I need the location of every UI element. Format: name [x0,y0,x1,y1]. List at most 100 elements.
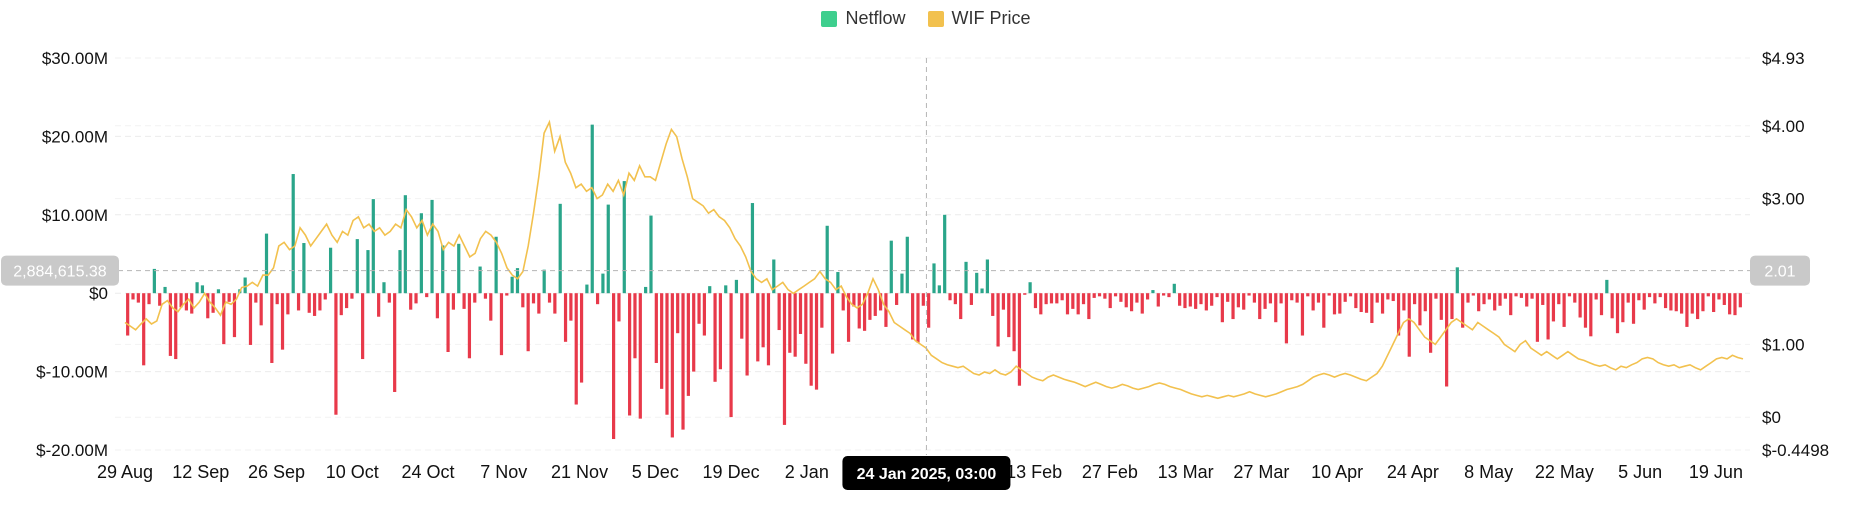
netflow-bar-95 [633,293,637,359]
x-tick-label-14: 10 Apr [1311,462,1363,482]
netflow-bar-250 [1461,293,1465,328]
netflow-bar-28 [275,293,279,305]
netflow-bar-277 [1605,279,1609,294]
netflow-bar-78 [542,269,546,294]
netflow-bar-296 [1706,293,1710,297]
netflow-bar-55 [419,213,423,294]
netflow-bar-160 [980,288,984,294]
netflow-bar-79 [547,293,552,303]
netflow-bar-125 [793,293,797,357]
netflow-bar-180 [1087,293,1091,320]
netflow-bar-217 [1284,293,1289,344]
netflow-bar-31 [291,174,295,294]
netflow-bar-133 [836,272,840,294]
netflow-bar-30 [286,293,290,315]
netflow-bar-191 [1145,293,1150,300]
netflow-bar-272 [1578,293,1582,318]
netflow-bar-174 [1055,293,1059,304]
netflow-bar-1 [131,293,135,300]
netflow-bar-24 [254,293,258,303]
x-tick-label-13: 27 Mar [1233,462,1289,482]
netflow-bar-57 [430,199,434,294]
netflow-bar-10 [179,293,183,308]
netflow-bar-297 [1712,293,1716,313]
netflow-bar-3 [142,293,146,366]
netflow-bar-288 [1663,293,1668,309]
legend-item-price[interactable]: WIF Price [927,8,1031,29]
netflow-bar-187 [1124,293,1128,308]
netflow-bar-29 [280,293,285,350]
price-line [124,119,1744,400]
netflow-bar-168 [1023,293,1027,295]
crosshair: 2,884,615.38 2.01 24 Jan 2025, 03:00 [1,58,1810,490]
netflow-bar-49 [387,293,391,303]
netflow-bar-295 [1701,293,1705,312]
netflow-bar-44 [361,293,365,360]
netflow-bar-69 [494,236,498,294]
netflow-bar-279 [1615,293,1620,334]
netflow-bar-269 [1562,293,1566,327]
netflow-bar-74 [521,293,525,308]
netflow-bar-175 [1060,293,1064,301]
netflow-bar-218 [1290,293,1294,301]
right-tick-label-1: $4.00 [1762,117,1805,136]
netflow-bar-261 [1519,293,1523,298]
netflow-bar-138 [862,293,867,331]
netflow-bar-27 [270,293,274,363]
netflow-bar-213 [1263,293,1267,309]
netflow-bar-182 [1097,293,1102,297]
netflow-bar-194 [1162,293,1166,296]
netflow-bar-77 [537,293,541,314]
netflow-bar-220 [1300,293,1305,336]
netflow-bar-23 [248,293,253,345]
netflow-bar-94 [628,293,632,416]
netflow-bar-93 [622,181,626,294]
netflow-bar-203 [1210,293,1214,306]
x-tick-label-19: 19 Jun [1689,462,1743,482]
chart-legend: Netflow WIF Price [0,8,1852,29]
netflow-bar-141 [878,293,883,311]
left-axis: $30.00M $20.00M $10.00M $0 $-10.00M $-20.00M [36,49,108,460]
netflow-bar-150 [927,293,931,328]
x-tick-label-15: 24 Apr [1387,462,1439,482]
netflow-bar-68 [489,293,493,321]
netflow-bar-283 [1637,293,1641,301]
netflow-bars [126,124,1742,440]
x-tick-label-6: 21 Nov [551,462,608,482]
netflow-bar-16 [211,293,215,313]
netflow-bar-47 [377,293,381,317]
netflow-bar-244 [1429,293,1433,353]
netflow-bar-254 [1482,293,1486,305]
netflow-bar-253 [1477,293,1481,312]
crosshair-right-label: 2.01 [1764,264,1795,281]
netflow-bar-276 [1599,293,1604,316]
netflow-bar-52 [403,195,407,294]
x-tick-label-16: 8 May [1464,462,1513,482]
netflow-bar-33 [302,243,306,294]
netflow-bar-248 [1450,293,1454,320]
netflow-bar-181 [1092,293,1096,298]
netflow-bar-87 [590,124,594,294]
netflow-bar-122 [777,293,781,331]
netflow-bar-139 [868,293,872,320]
netflow-bar-302 [1738,293,1742,308]
legend-item-netflow[interactable]: Netflow [821,8,906,29]
netflow-bar-14 [200,285,205,294]
netflow-bar-235 [1380,293,1385,314]
netflow-bar-119 [761,293,765,348]
netflow-bar-84 [574,293,578,405]
netflow-bar-106 [692,293,696,372]
netflow-bar-42 [350,293,354,299]
netflow-bar-54 [414,293,418,304]
x-tick-label-2: 26 Sep [248,462,305,482]
netflow-bar-212 [1258,293,1262,320]
netflow-bar-136 [852,293,856,307]
netflow-bar-60 [446,293,450,352]
x-tick-label-12: 13 Mar [1158,462,1214,482]
netflow-bar-298 [1717,293,1721,300]
netflow-bar-19 [227,293,231,302]
netflow-bar-215 [1274,293,1278,323]
netflow-bar-82 [563,293,568,342]
netflow-bar-128 [809,293,813,386]
